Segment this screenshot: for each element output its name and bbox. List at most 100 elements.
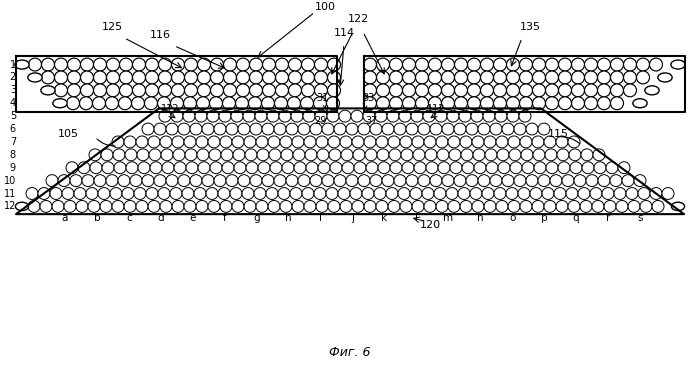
Ellipse shape xyxy=(645,86,659,95)
Text: p: p xyxy=(541,213,547,223)
Text: 7: 7 xyxy=(10,137,16,147)
Circle shape xyxy=(160,136,172,148)
Circle shape xyxy=(232,136,244,148)
Ellipse shape xyxy=(671,60,685,69)
Text: 1: 1 xyxy=(10,60,16,70)
Circle shape xyxy=(571,58,584,71)
Circle shape xyxy=(568,136,580,148)
Circle shape xyxy=(494,97,507,110)
Circle shape xyxy=(132,84,146,97)
Circle shape xyxy=(28,201,40,212)
Circle shape xyxy=(94,84,106,97)
Text: e: e xyxy=(190,213,196,223)
Circle shape xyxy=(67,58,80,71)
Ellipse shape xyxy=(53,99,67,108)
Circle shape xyxy=(510,162,522,174)
Circle shape xyxy=(209,149,221,161)
Circle shape xyxy=(454,58,468,71)
Circle shape xyxy=(197,149,209,161)
Circle shape xyxy=(326,97,340,110)
Circle shape xyxy=(197,97,209,110)
Circle shape xyxy=(198,162,210,174)
Circle shape xyxy=(255,110,267,122)
Circle shape xyxy=(598,71,610,84)
Circle shape xyxy=(622,175,634,187)
Circle shape xyxy=(416,84,428,97)
Circle shape xyxy=(424,201,436,212)
Circle shape xyxy=(196,136,208,148)
Text: 8: 8 xyxy=(10,150,16,160)
Circle shape xyxy=(166,175,178,187)
Circle shape xyxy=(171,97,183,110)
Circle shape xyxy=(484,136,496,148)
Circle shape xyxy=(624,58,636,71)
Circle shape xyxy=(389,84,402,97)
Circle shape xyxy=(249,71,262,84)
Circle shape xyxy=(171,110,183,122)
Circle shape xyxy=(233,149,245,161)
Circle shape xyxy=(214,123,226,135)
Circle shape xyxy=(598,58,610,71)
Circle shape xyxy=(519,110,531,122)
Circle shape xyxy=(378,162,390,174)
Circle shape xyxy=(40,201,52,212)
Circle shape xyxy=(330,162,342,174)
Circle shape xyxy=(130,175,142,187)
Circle shape xyxy=(142,123,154,135)
Circle shape xyxy=(400,201,412,212)
Circle shape xyxy=(638,187,650,199)
Circle shape xyxy=(106,175,118,187)
Circle shape xyxy=(377,58,389,71)
Circle shape xyxy=(559,97,571,110)
Circle shape xyxy=(411,110,423,122)
Circle shape xyxy=(375,110,387,122)
Circle shape xyxy=(185,58,197,71)
Circle shape xyxy=(197,84,211,97)
Circle shape xyxy=(231,110,243,122)
Circle shape xyxy=(364,201,376,212)
Circle shape xyxy=(495,110,507,122)
Circle shape xyxy=(50,187,62,199)
Circle shape xyxy=(250,123,262,135)
Circle shape xyxy=(94,71,106,84)
Circle shape xyxy=(399,110,411,122)
Circle shape xyxy=(610,58,624,71)
Circle shape xyxy=(276,71,288,84)
Circle shape xyxy=(118,175,130,187)
Circle shape xyxy=(322,175,334,187)
Circle shape xyxy=(480,84,494,97)
Circle shape xyxy=(318,162,330,174)
Circle shape xyxy=(507,84,519,97)
Circle shape xyxy=(450,162,462,174)
Circle shape xyxy=(598,97,610,110)
Circle shape xyxy=(158,58,172,71)
Circle shape xyxy=(74,187,86,199)
Circle shape xyxy=(436,136,448,148)
Circle shape xyxy=(406,175,418,187)
Text: 115: 115 xyxy=(547,129,568,139)
Ellipse shape xyxy=(671,202,685,211)
Circle shape xyxy=(389,97,402,110)
Circle shape xyxy=(339,110,351,122)
Circle shape xyxy=(507,97,519,110)
Circle shape xyxy=(584,84,598,97)
Circle shape xyxy=(640,201,652,212)
Text: f: f xyxy=(223,213,227,223)
Circle shape xyxy=(624,84,636,97)
Circle shape xyxy=(502,123,514,135)
Circle shape xyxy=(351,110,363,122)
Circle shape xyxy=(448,201,460,212)
Circle shape xyxy=(136,201,148,212)
Text: c: c xyxy=(126,213,132,223)
Circle shape xyxy=(67,71,80,84)
Circle shape xyxy=(570,162,582,174)
Circle shape xyxy=(328,201,340,212)
Circle shape xyxy=(358,123,370,135)
Circle shape xyxy=(281,149,293,161)
Circle shape xyxy=(624,71,636,84)
Circle shape xyxy=(149,149,161,161)
Circle shape xyxy=(262,84,276,97)
Circle shape xyxy=(174,162,186,174)
Circle shape xyxy=(328,58,340,71)
Circle shape xyxy=(362,187,374,199)
